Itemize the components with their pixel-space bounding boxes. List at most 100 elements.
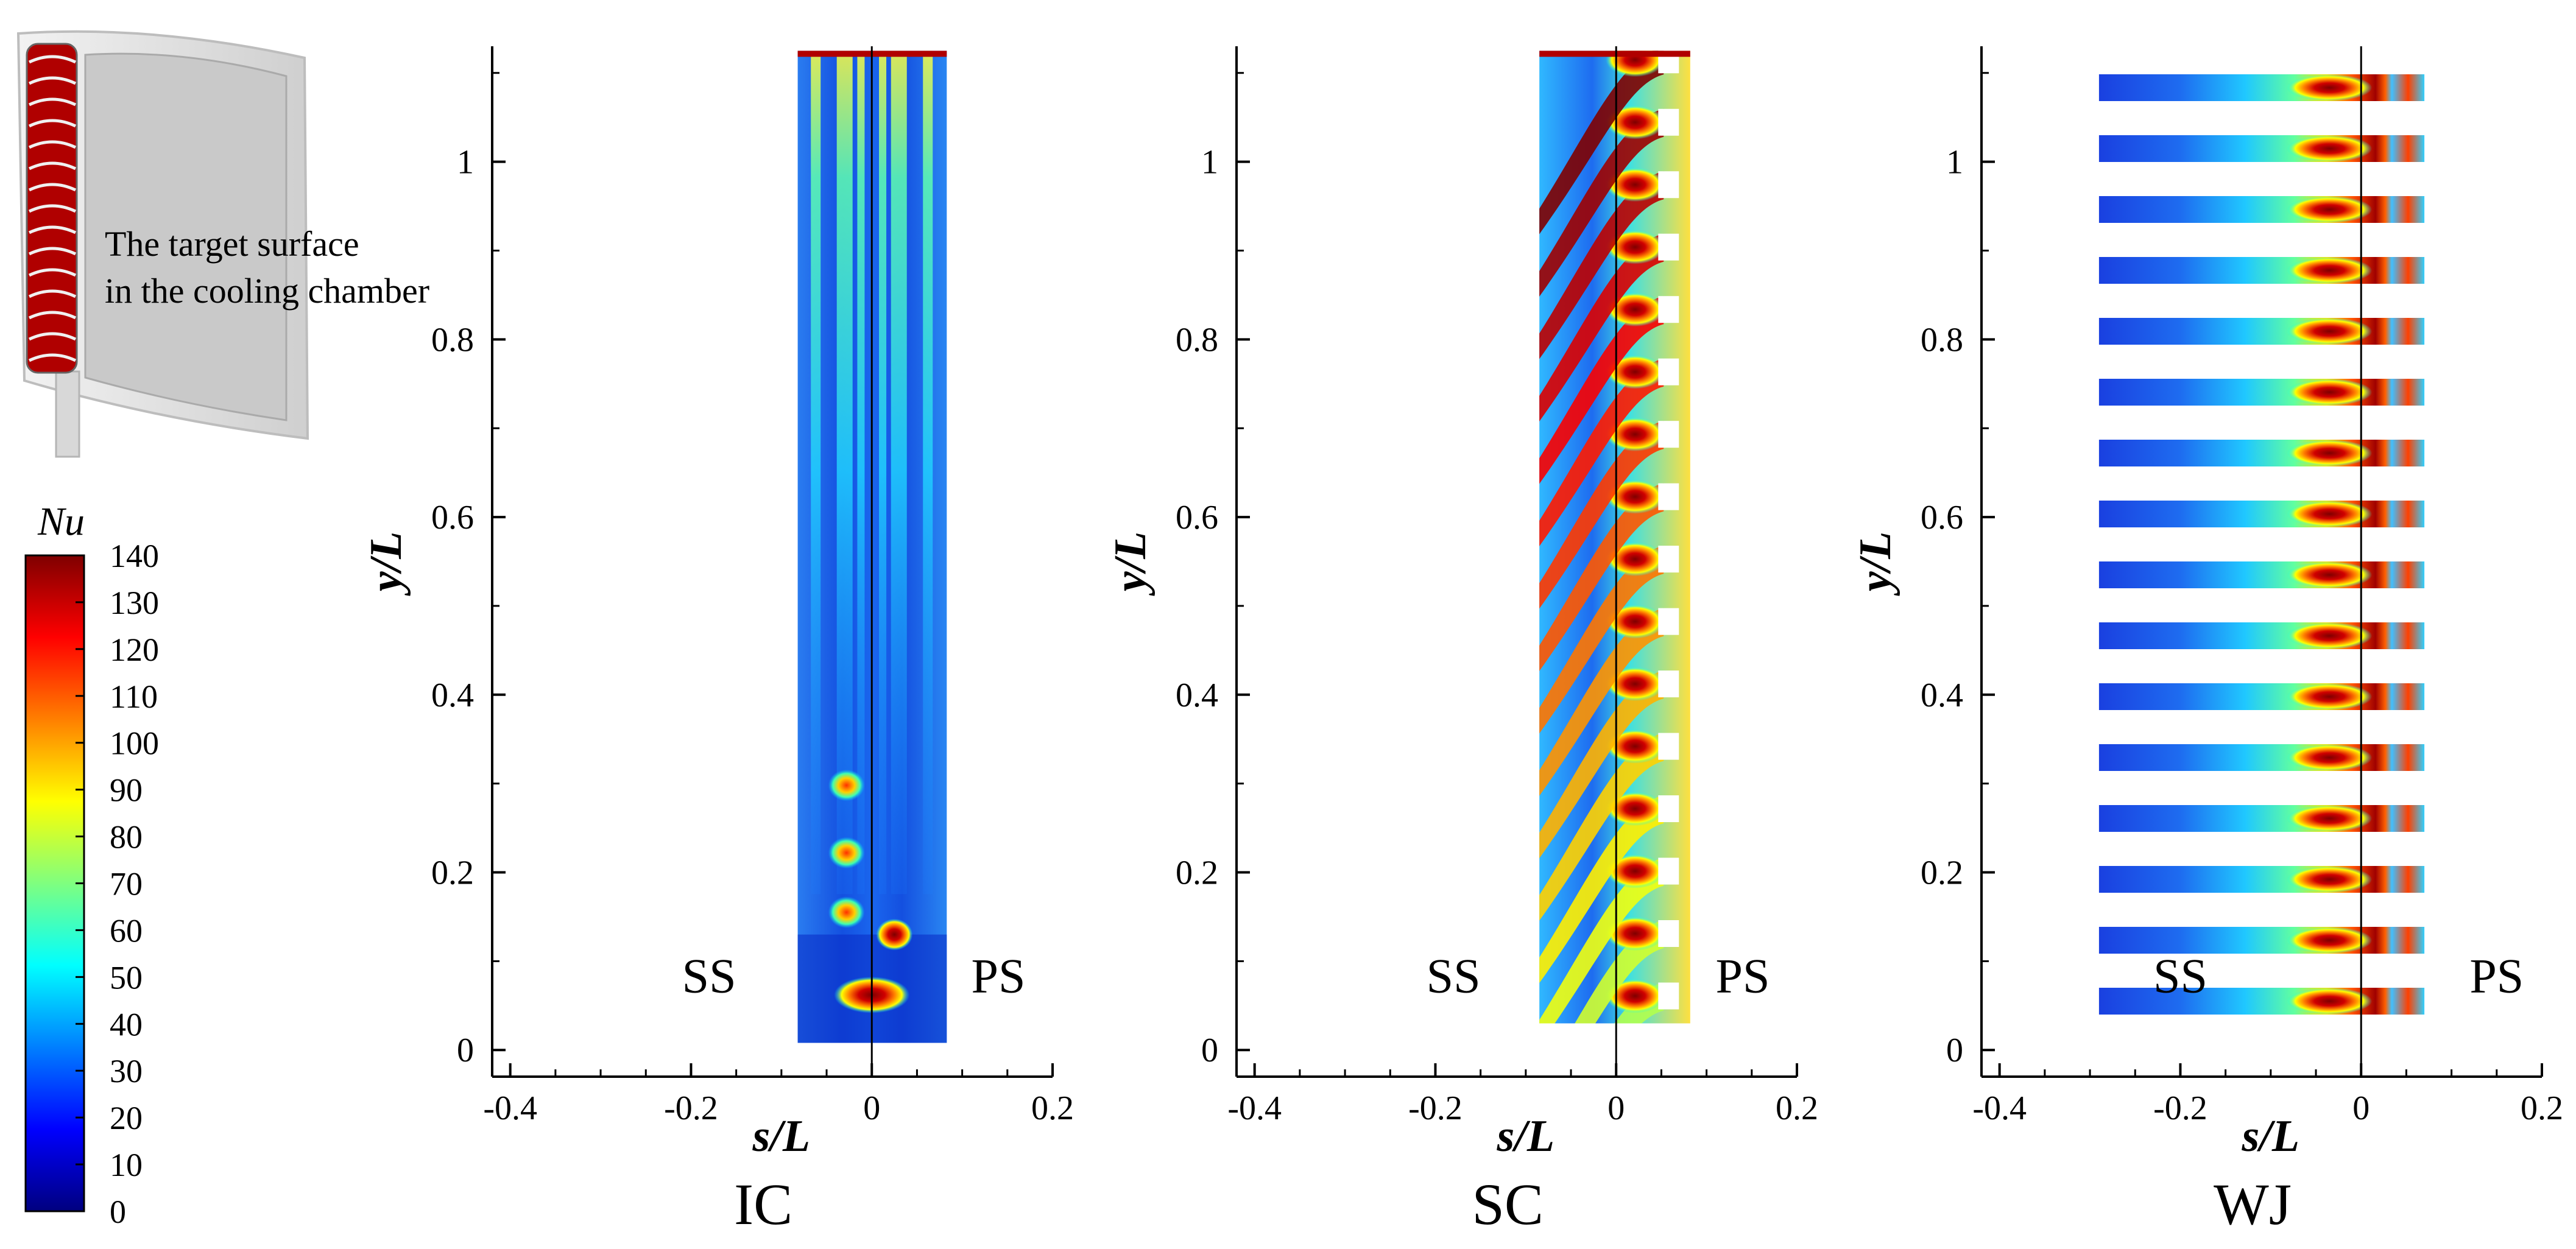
sc-hot-spot bbox=[1606, 917, 1665, 951]
wj-strip bbox=[2098, 318, 2425, 345]
wj-hot-spot bbox=[2287, 744, 2373, 771]
hot-spot bbox=[828, 896, 865, 929]
jet-rib bbox=[28, 332, 77, 341]
wj-strip bbox=[2098, 379, 2425, 406]
x-tick-label: 0 bbox=[1607, 1089, 1625, 1127]
wj-strip bbox=[2098, 196, 2425, 223]
sc-hot-spot bbox=[1606, 230, 1665, 264]
colorbar-tick-label: 110 bbox=[110, 678, 158, 715]
axes: 0 0.2 0.4 0.6 0.8 1 -0.4 -0.2 0 0.2 bbox=[1921, 46, 2563, 1127]
y-tick-label: 0.4 bbox=[1176, 677, 1218, 714]
wj-strip bbox=[2098, 257, 2425, 284]
wj-strip bbox=[2098, 988, 2425, 1015]
x-axis-title: s/L bbox=[752, 1111, 811, 1161]
ic-streak bbox=[857, 51, 865, 895]
sc-swirl bbox=[1539, 171, 1664, 359]
inset-label-line1: The target surface bbox=[105, 224, 359, 264]
wj-strip bbox=[2098, 74, 2425, 101]
sc-swirl bbox=[1539, 296, 1664, 484]
colorbar-tick-label: 40 bbox=[110, 1006, 143, 1043]
y-tick-label: 0.6 bbox=[1176, 499, 1218, 537]
colorbar-tick-label: 60 bbox=[110, 912, 143, 949]
wj-hot-spot bbox=[2287, 927, 2373, 954]
wj-strip bbox=[2098, 135, 2425, 162]
x-axis-title: s/L bbox=[1497, 1111, 1555, 1161]
wj-strip bbox=[2098, 805, 2425, 832]
wj-strip bbox=[2098, 744, 2425, 771]
sc-jet-hole bbox=[1658, 358, 1679, 385]
y-tick-label: 1 bbox=[1946, 144, 1963, 181]
colorbar-tick-label: 80 bbox=[110, 819, 143, 856]
sc-hot-spot bbox=[1606, 417, 1665, 452]
sc-hot-spot bbox=[1606, 667, 1665, 702]
sc-jet-hole bbox=[1658, 296, 1679, 323]
sc-jet-hole bbox=[1658, 51, 1679, 74]
cooling-chamber-inner bbox=[84, 52, 288, 421]
sc-swirl bbox=[1539, 857, 1664, 1024]
colorbar-tick-label: 10 bbox=[110, 1147, 143, 1183]
sc-hot-spot bbox=[1606, 792, 1665, 826]
panel-ic: 0 0.2 0.4 0.6 0.8 1 -0.4 -0.2 0 0.2 s/L y/L IC SS PS bbox=[361, 46, 1074, 1237]
sc-hot-spot bbox=[1606, 105, 1665, 139]
hot-spot bbox=[828, 837, 865, 869]
x-tick-label: -0.4 bbox=[1972, 1089, 2027, 1127]
panel-caption: SC bbox=[1472, 1172, 1543, 1237]
colorbar-gradient bbox=[24, 554, 85, 1212]
ic-streak bbox=[811, 51, 821, 895]
sc-jet-hole bbox=[1658, 233, 1679, 261]
sc-swirl bbox=[1539, 733, 1664, 921]
ss-label: SS bbox=[682, 949, 736, 1003]
hot-spot bbox=[876, 918, 913, 951]
sc-swirl bbox=[1539, 421, 1664, 609]
jet-rib bbox=[28, 311, 77, 320]
sc-jet-hole bbox=[1658, 670, 1679, 698]
wj-hot-spot bbox=[2287, 440, 2373, 466]
jet-rib bbox=[28, 183, 77, 192]
ps-label: PS bbox=[2469, 949, 2524, 1003]
target-surface-strip bbox=[26, 43, 78, 374]
y-axis-title: y/L bbox=[1851, 532, 1900, 597]
y-tick-label: 0.4 bbox=[1921, 677, 1963, 714]
x-tick-label: 0.2 bbox=[2521, 1089, 2563, 1127]
axes: 0 0.2 0.4 0.6 0.8 1 -0.4 -0.2 0 0.2 bbox=[431, 46, 1074, 1127]
y-tick-label: 0.6 bbox=[1921, 499, 1963, 537]
y-axis-title: y/L bbox=[1106, 532, 1156, 597]
sc-jet-hole bbox=[1658, 857, 1679, 885]
panel-sc: 0 0.2 0.4 0.6 0.8 1 -0.4 -0.2 0 0.2 s/L y/L SC SS PS bbox=[1106, 46, 1818, 1237]
sc-hot-spot bbox=[1606, 854, 1665, 888]
jet-rib bbox=[28, 204, 77, 213]
x-tick-label: 0.2 bbox=[1031, 1089, 1074, 1127]
panel-caption: WJ bbox=[2214, 1172, 2292, 1237]
wj-strip bbox=[2098, 561, 2425, 588]
jet-rib bbox=[28, 119, 77, 128]
ps-label: PS bbox=[971, 949, 1025, 1003]
sc-swirl bbox=[1539, 670, 1664, 859]
x-tick-label: 0 bbox=[863, 1089, 880, 1127]
wj-strip bbox=[2098, 622, 2425, 649]
y-tick-label: 1 bbox=[457, 144, 474, 181]
jet-rib bbox=[28, 97, 77, 107]
colorbar-tick-label: 140 bbox=[110, 538, 159, 574]
ic-streak bbox=[879, 51, 887, 895]
colorbar-tick-label: 50 bbox=[110, 959, 143, 996]
ps-label: PS bbox=[1715, 949, 1770, 1003]
sc-swirl bbox=[1539, 795, 1664, 983]
sc-top-edge bbox=[1539, 51, 1690, 57]
colorbar-tick-label: 70 bbox=[110, 866, 143, 902]
sc-swirl bbox=[1539, 608, 1664, 796]
sc-hot-spot bbox=[1606, 479, 1665, 514]
sc-jet-hole bbox=[1658, 795, 1679, 823]
colorbar-tick-label: 0 bbox=[110, 1194, 126, 1230]
panel-wj: 0 0.2 0.4 0.6 0.8 1 -0.4 -0.2 0 0.2 s/L y/L WJ SS PS bbox=[1851, 46, 2563, 1237]
panels: 0 0.2 0.4 0.6 0.8 1 -0.4 -0.2 0 0.2 s/L y/L IC SS PS 0… bbox=[361, 46, 2563, 1237]
sc-hot-spot bbox=[1606, 542, 1665, 577]
sc-jet-hole bbox=[1658, 108, 1679, 136]
jet-rib bbox=[28, 268, 77, 277]
y-tick-label: 0.8 bbox=[1921, 321, 1963, 359]
y-tick-label: 0 bbox=[1201, 1032, 1218, 1069]
colorbar-tick-label: 100 bbox=[110, 725, 159, 762]
ic-streak bbox=[891, 51, 907, 895]
y-axis-title: y/L bbox=[361, 532, 411, 597]
